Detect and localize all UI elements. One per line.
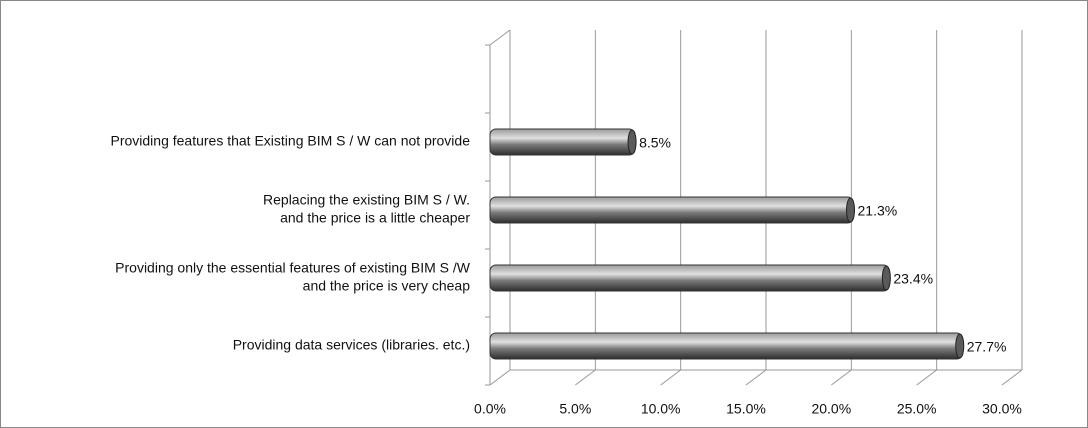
y-tick-label: Replacing the existing BIM S / W. [263, 192, 470, 208]
bar [489, 196, 855, 224]
value-label: 21.3% [858, 203, 898, 219]
y-tick-label: Providing only the essential features of… [115, 260, 471, 276]
bar-cap [881, 265, 891, 291]
axis-line [489, 29, 511, 46]
y-tick-label: Providing features that Existing BIM S /… [110, 133, 470, 149]
x-tick-label: 25.0% [897, 401, 937, 417]
bar-cap [627, 129, 637, 155]
value-label: 23.4% [893, 271, 933, 287]
x-tick-label: 15.0% [726, 401, 766, 417]
floor-grid-line [660, 369, 681, 386]
bar-cap [955, 333, 965, 359]
floor-grid-line [575, 369, 596, 386]
bar [489, 128, 636, 156]
floor-grid-line [916, 369, 937, 386]
x-tick-label: 5.0% [559, 401, 591, 417]
floor-grid-line [831, 369, 852, 386]
y-tick-label: and the price is very cheap [303, 278, 471, 294]
x-tick-label: 20.0% [811, 401, 851, 417]
floor-grid-line [745, 369, 767, 386]
floor-grid-line [489, 369, 511, 386]
x-tick-label: 10.0% [641, 401, 681, 417]
value-label: 8.5% [639, 135, 671, 151]
y-tick-label: Providing data services (libraries. etc.… [233, 337, 470, 353]
x-tick-label: 30.0% [982, 401, 1022, 417]
bar [489, 264, 890, 292]
bar-cap [846, 197, 856, 223]
x-tick-label: 0.0% [474, 401, 506, 417]
y-tick-label: and the price is a little cheaper [280, 210, 470, 226]
value-label: 27.7% [967, 339, 1007, 355]
floor-grid-line [1001, 369, 1023, 386]
bar [489, 332, 964, 360]
